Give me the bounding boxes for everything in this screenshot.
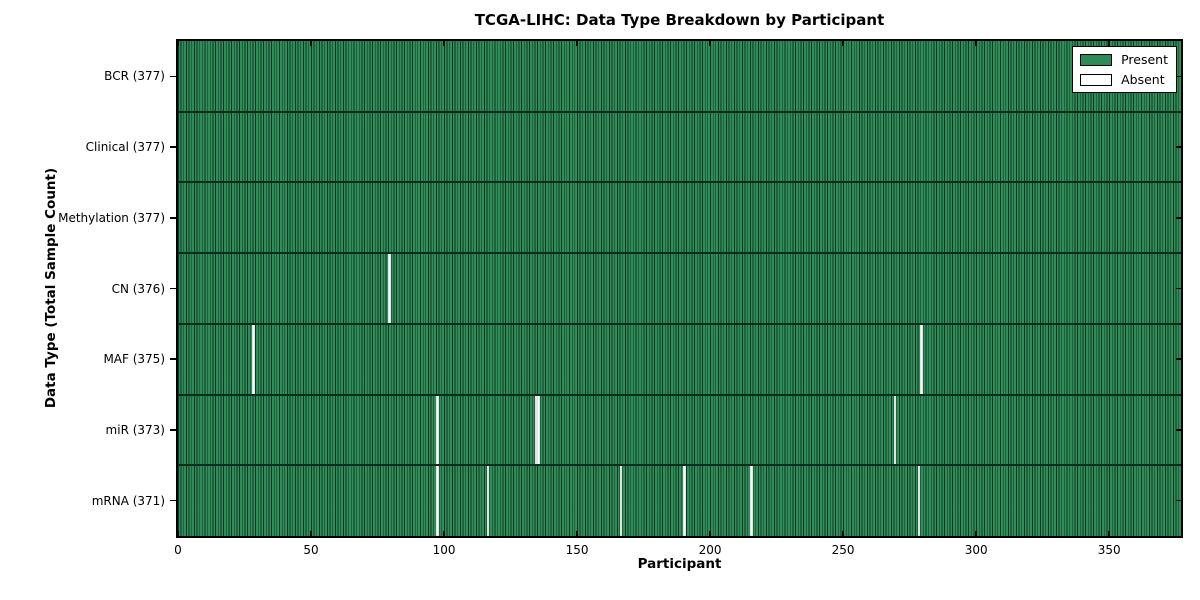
- absent-marker-mRNA-166: [619, 465, 623, 536]
- y-tick-right: [1176, 287, 1181, 290]
- absent-marker-CN-79: [388, 253, 391, 324]
- y-tick-right: [1176, 429, 1181, 431]
- absent-marker-miR-134: [534, 394, 538, 466]
- y-tick-right: [1176, 75, 1181, 78]
- y-tick-label-MAF: MAF (375): [103, 352, 165, 367]
- present-cells-field: [178, 41, 1181, 536]
- chart-title: TCGA-LIHC: Data Type Breakdown by Partic…: [474, 11, 885, 29]
- present-swatch: [1080, 53, 1113, 66]
- absent-marker-MAF-279: [920, 323, 923, 395]
- x-tick-label: 250: [831, 543, 855, 557]
- x-tick-label: 0: [174, 543, 182, 557]
- y-tick-left: [170, 287, 176, 290]
- x-tick-bottom: [842, 531, 844, 536]
- absent-marker-mRNA-215: [750, 465, 753, 536]
- absent-marker-mRNA-116: [486, 465, 490, 536]
- legend-entry-present: Present: [1080, 52, 1168, 67]
- x-tick-bottom: [177, 531, 179, 536]
- y-tick-right: [1176, 358, 1181, 360]
- y-tick-left: [170, 429, 176, 431]
- legend-entry-absent: Absent: [1080, 72, 1168, 87]
- y-tick-left: [170, 499, 176, 502]
- row-boundary-line: [178, 322, 1181, 325]
- row-boundary-line: [178, 393, 1181, 396]
- x-tick-top: [709, 41, 711, 46]
- x-tick-top: [975, 41, 977, 46]
- y-tick-left: [170, 216, 176, 219]
- absent-marker-miR-269: [893, 394, 897, 466]
- x-tick-top: [842, 41, 844, 46]
- plot-area: Present Absent: [170, 39, 1183, 538]
- x-tick-top: [1108, 41, 1110, 46]
- x-tick-bottom: [975, 531, 977, 536]
- y-tick-left: [170, 358, 176, 360]
- legend-label-absent: Absent: [1121, 72, 1165, 87]
- x-tick-bottom: [443, 531, 445, 536]
- x-tick-bottom: [709, 531, 711, 536]
- y-tick-label-BCR: BCR (377): [104, 69, 165, 84]
- x-tick-bottom: [310, 531, 312, 536]
- absent-marker-mRNA-97: [436, 465, 439, 536]
- y-tick-label-mRNA: mRNA (371): [91, 493, 165, 508]
- x-tick-label: 100: [432, 543, 456, 557]
- y-tick-right: [1176, 216, 1181, 219]
- x-tick-top: [177, 41, 179, 46]
- row-boundary-line: [178, 181, 1181, 184]
- x-tick-top: [310, 41, 312, 46]
- x-tick-label: 50: [303, 543, 319, 557]
- absent-marker-miR-97: [436, 394, 439, 466]
- x-tick-label: 300: [964, 543, 988, 557]
- x-tick-bottom: [576, 531, 578, 536]
- x-axis-label: Participant: [637, 556, 722, 572]
- x-tick-label: 350: [1097, 543, 1121, 557]
- legend-label-present: Present: [1121, 52, 1168, 67]
- x-tick-bottom: [1108, 531, 1110, 536]
- y-tick-label-Methylation: Methylation (377): [58, 210, 165, 225]
- absent-swatch: [1080, 73, 1113, 86]
- row-boundary-line: [178, 110, 1181, 113]
- y-tick-right: [1176, 146, 1181, 148]
- y-tick-left: [170, 75, 176, 78]
- absent-marker-mRNA-190: [683, 465, 687, 536]
- x-tick-top: [443, 41, 445, 46]
- absent-marker-miR-135: [537, 394, 540, 466]
- y-tick-label-CN: CN (376): [111, 281, 165, 296]
- x-tick-label: 200: [698, 543, 722, 557]
- y-tick-label-miR: miR (373): [105, 422, 165, 437]
- row-boundary-line: [178, 252, 1181, 255]
- absent-marker-mRNA-278: [917, 465, 921, 536]
- absent-marker-MAF-28: [252, 323, 256, 395]
- y-tick-right: [1176, 499, 1181, 502]
- x-tick-top: [576, 41, 578, 46]
- row-boundary-line: [178, 464, 1181, 467]
- x-tick-label: 150: [565, 543, 589, 557]
- y-tick-label-Clinical: Clinical (377): [85, 140, 165, 155]
- legend: Present Absent: [1072, 46, 1177, 93]
- y-tick-left: [170, 146, 176, 148]
